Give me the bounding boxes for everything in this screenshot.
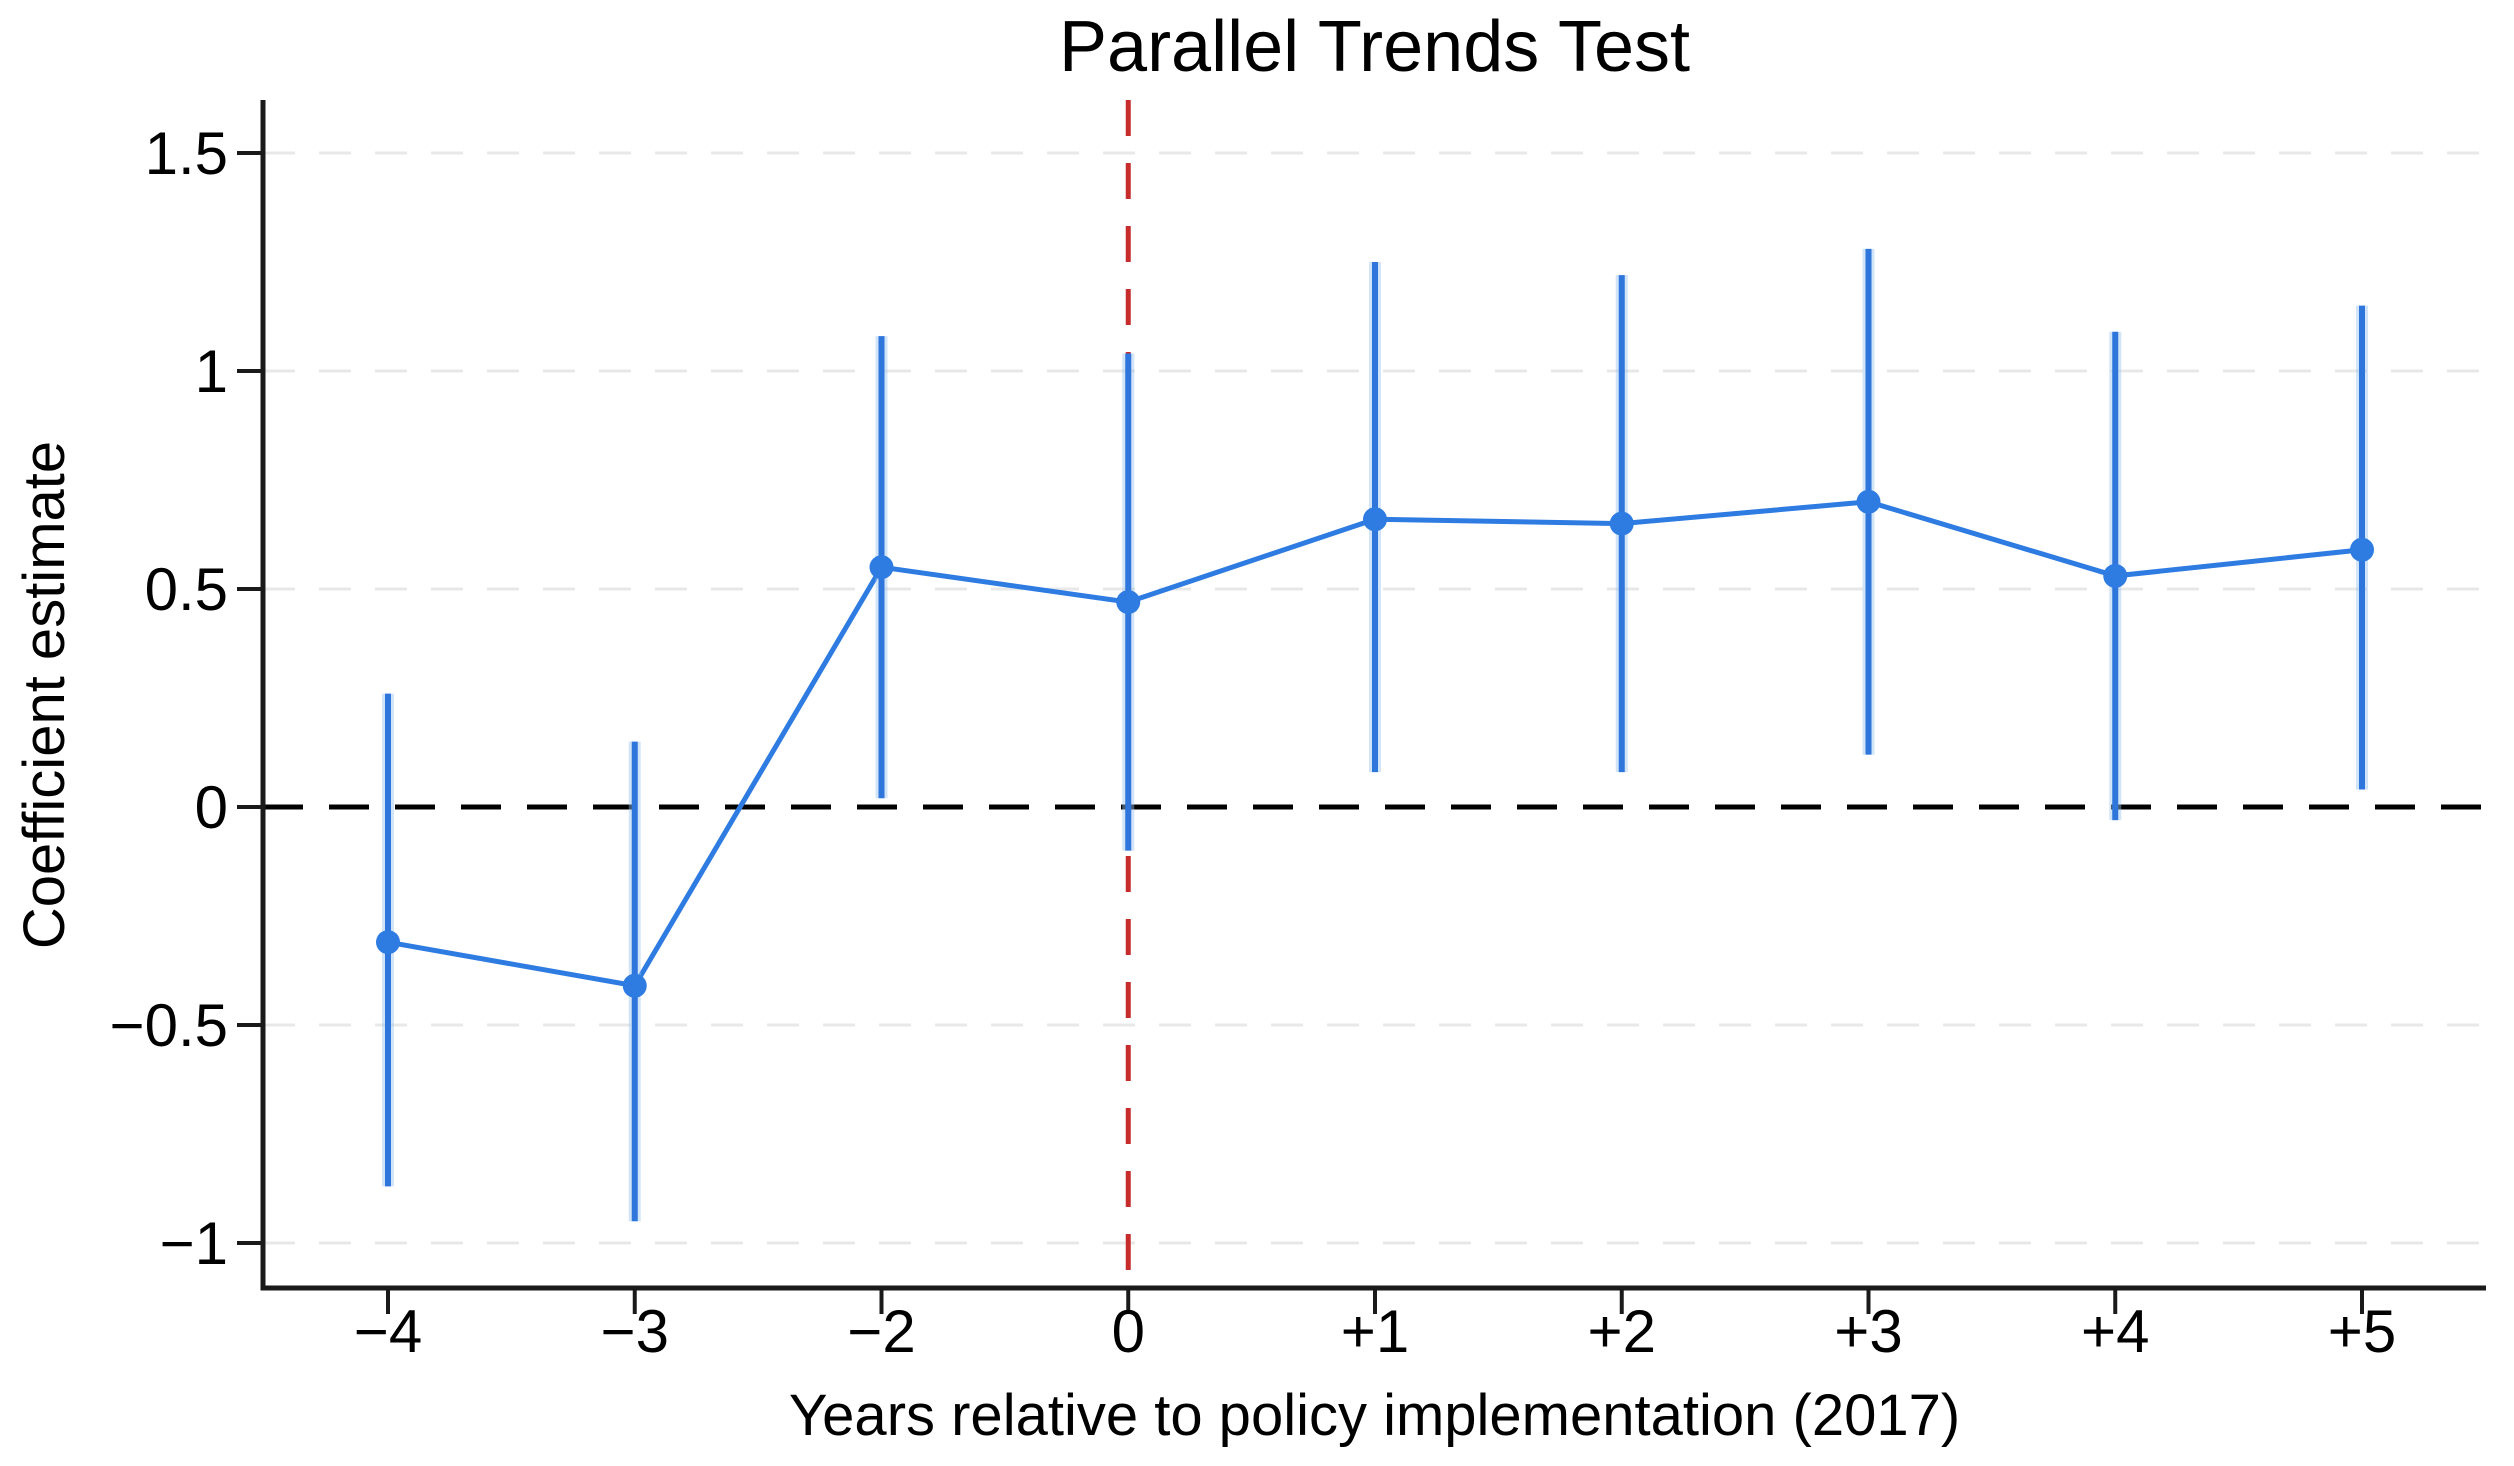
x-axis-title: Years relative to policy implementation … <box>788 1383 1961 1448</box>
x-tick-label: +3 <box>1834 1298 1902 1365</box>
data-point-marker <box>1116 590 1141 615</box>
data-point-marker <box>1363 507 1387 532</box>
y-tick-label: −0.5 <box>110 992 228 1059</box>
x-tick-label: 0 <box>1112 1298 1145 1365</box>
y-tick-label: 1.5 <box>145 120 228 187</box>
x-tick-label: +4 <box>2081 1298 2149 1365</box>
x-tick-label: +2 <box>1588 1298 1656 1365</box>
data-point-marker <box>622 973 647 998</box>
data-point-marker <box>1609 511 1634 536</box>
chart-title: Parallel Trends Test <box>1059 7 1690 87</box>
x-tick-label: −2 <box>847 1298 915 1365</box>
x-tick-label: +1 <box>1341 1298 1409 1365</box>
y-tick-label: −1 <box>160 1210 228 1277</box>
x-tick-label: −4 <box>354 1298 422 1365</box>
data-point-marker <box>869 555 894 580</box>
y-tick-label: 1 <box>195 338 228 405</box>
data-point-marker <box>2350 537 2374 562</box>
y-tick-label: 0 <box>195 774 228 841</box>
x-tick-label: −3 <box>601 1298 669 1365</box>
y-tick-label: 0.5 <box>145 556 228 623</box>
data-point-marker <box>1856 489 1881 514</box>
data-point-marker <box>2103 563 2128 588</box>
x-tick-label: +5 <box>2328 1298 2396 1365</box>
data-point-marker <box>376 930 400 955</box>
